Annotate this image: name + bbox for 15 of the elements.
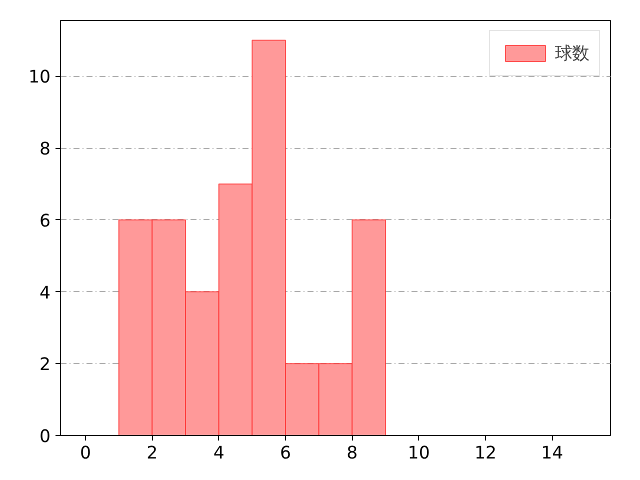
x-tick-label: 12 (474, 444, 497, 464)
legend-label: 球数 (555, 43, 589, 65)
y-tick-label: 2 (39, 355, 51, 376)
x-tick-label: 2 (146, 444, 158, 464)
y-tick-label: 6 (39, 211, 51, 232)
x-tick-label: 0 (80, 444, 92, 464)
x-tick-label: 8 (346, 444, 358, 464)
y-tick-label: 0 (39, 427, 51, 447)
x-tick-label: 10 (408, 444, 430, 464)
x-tick-label: 14 (541, 444, 564, 464)
x-tick-label: 6 (280, 444, 292, 464)
x-tick-label: 4 (213, 444, 224, 464)
y-tick-label: 8 (39, 140, 51, 160)
y-tick-label: 10 (28, 68, 51, 88)
y-tick-label: 4 (39, 283, 51, 304)
